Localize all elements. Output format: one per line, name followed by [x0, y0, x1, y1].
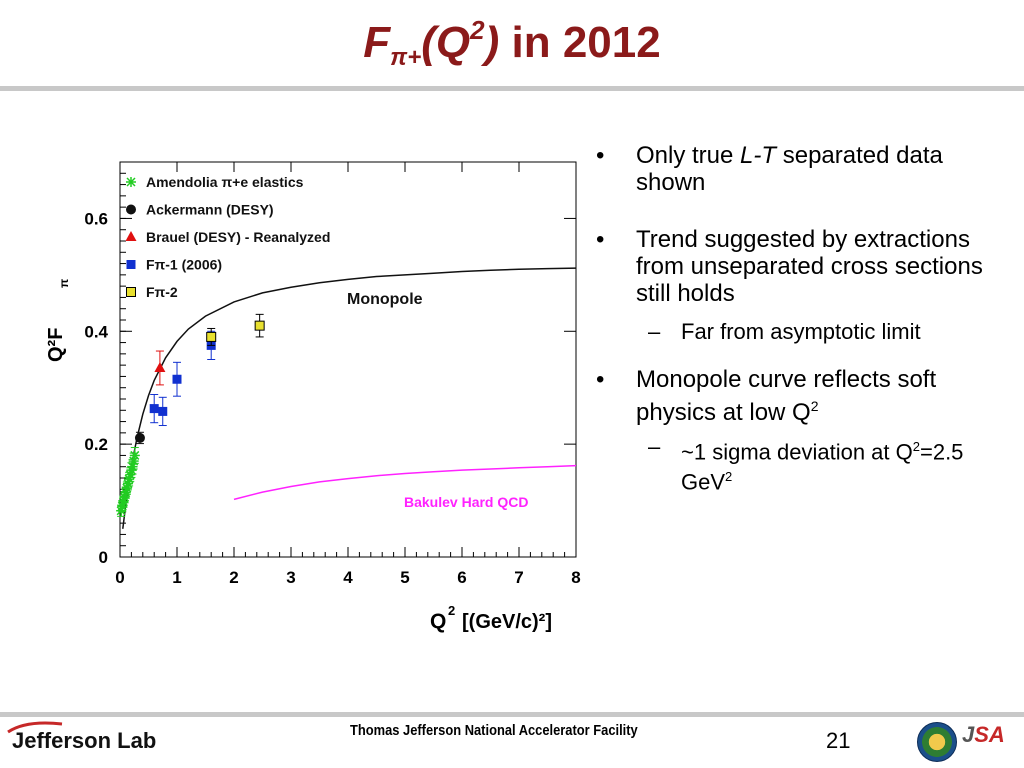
- legend-label: Fπ-2: [146, 284, 178, 300]
- slide-title: Fπ+(Q2) in 2012: [0, 15, 1024, 72]
- jefferson-lab-logo: Jefferson Lab: [12, 728, 157, 753]
- data-point-asterisk: [129, 450, 140, 461]
- curve-monopole: [122, 267, 577, 529]
- bullet-2: • Trend suggested by extractions from uns…: [592, 226, 1002, 307]
- sub-bullet-1: – Far from asymptotic limit: [592, 319, 1002, 344]
- y-tick-label: 0.6: [84, 209, 108, 228]
- bullet-1-pre: Only true: [636, 142, 741, 169]
- top-rule: [0, 86, 1024, 91]
- data-point-circle: [134, 432, 145, 443]
- jsa-logo: JSA: [962, 722, 1005, 748]
- x-tick-label: 3: [286, 568, 295, 587]
- curve-bakulev: [233, 464, 577, 501]
- data-point-open-square: [254, 320, 265, 331]
- x-axis-label-sup: 2: [448, 603, 455, 618]
- bottom-rule: [0, 712, 1024, 717]
- legend-marker-square: [126, 260, 136, 269]
- monopole-label: Monopole: [347, 291, 423, 308]
- sub-bullet-2-mid: =2.5 GeV: [681, 439, 964, 495]
- bakulev-label: Bakulev Hard QCD: [404, 494, 528, 510]
- y-axis-label: Q²F: [45, 328, 67, 362]
- sub-bullet-2: – ~1 sigma deviation at Q2=2.5 GeV2: [592, 434, 1002, 495]
- bullet-3-text: Monopole curve reflects soft physics at …: [636, 366, 937, 426]
- title-open: (Q: [421, 18, 471, 67]
- data-point-square: [149, 404, 159, 414]
- x-tick-label: 5: [400, 568, 409, 587]
- dash-glyph: –: [648, 434, 661, 459]
- bullet-glyph: •: [596, 142, 605, 169]
- footer-text: Thomas Jefferson National Accelerator Fa…: [350, 722, 638, 739]
- data-point-open-square: [206, 331, 217, 342]
- x-tick-label: 2: [229, 568, 238, 587]
- sub-bullet-2-pre: ~1 sigma deviation at Q: [681, 439, 913, 465]
- y-tick-label: 0: [99, 548, 108, 567]
- bullet-1: • Only true L-T separated data shown: [592, 142, 1002, 196]
- bullet-1-italic: L-T: [740, 142, 777, 169]
- jsa-logo-j: J: [962, 722, 975, 747]
- bullet-glyph: •: [596, 226, 605, 253]
- legend-marker-triangle: [125, 231, 137, 241]
- jlab-swoosh-icon: [7, 721, 63, 734]
- bullet-glyph: •: [596, 366, 605, 393]
- y-tick-label: 0.2: [84, 435, 108, 454]
- legend-label: Brauel (DESY) - Reanalyzed: [146, 229, 330, 245]
- sub-bullet-2-sup2: 2: [725, 469, 733, 485]
- x-tick-label: 7: [514, 568, 523, 587]
- bullet-list: • Only true L-T separated data shown • Tre…: [592, 142, 1002, 517]
- data-point-square: [172, 374, 182, 384]
- x-tick-label: 4: [343, 568, 353, 587]
- x-tick-label: 1: [172, 568, 181, 587]
- sub-bullet-1-text: Far from asymptotic limit: [681, 319, 921, 344]
- legend-marker-open-square: [126, 287, 136, 297]
- data-point-triangle: [154, 361, 166, 372]
- x-tick-label: 8: [571, 568, 580, 587]
- legend-marker-circle: [126, 204, 136, 215]
- bullet-3-sup: 2: [810, 398, 819, 414]
- legend-label: Fπ-1 (2006): [146, 257, 222, 273]
- bullet-1-post: separated data shown: [636, 142, 943, 196]
- legend-label: Ackermann (DESY): [146, 202, 274, 218]
- title-f: F: [363, 18, 391, 67]
- x-axis-units: [(GeV/c)²]: [462, 611, 552, 633]
- data-point-square: [158, 406, 168, 416]
- title-rest: in 2012: [499, 18, 661, 67]
- title-superscript: 2: [470, 15, 485, 45]
- page-number: 21: [826, 728, 851, 753]
- bullet-3: • Monopole curve reflects soft physics at…: [592, 366, 1002, 426]
- jsa-logo-sa: SA: [974, 722, 1005, 747]
- y-tick-label: 0.4: [84, 322, 108, 341]
- x-tick-label: 6: [457, 568, 466, 587]
- y-axis-label-sub: π: [57, 279, 71, 288]
- title-subscript: π+: [390, 44, 422, 71]
- bullet-2-text: Trend suggested by extractions from unse…: [636, 226, 983, 307]
- dash-glyph: –: [648, 319, 661, 344]
- sub-bullet-2-sup1: 2: [912, 439, 920, 454]
- x-axis-label: Q: [430, 610, 446, 633]
- x-tick-label: 0: [115, 568, 124, 587]
- legend-marker-asterisk: [126, 177, 136, 187]
- legend-label: Amendolia π+e elastics: [146, 174, 304, 190]
- title-close: ): [484, 18, 500, 67]
- doe-seal-icon: [917, 722, 957, 762]
